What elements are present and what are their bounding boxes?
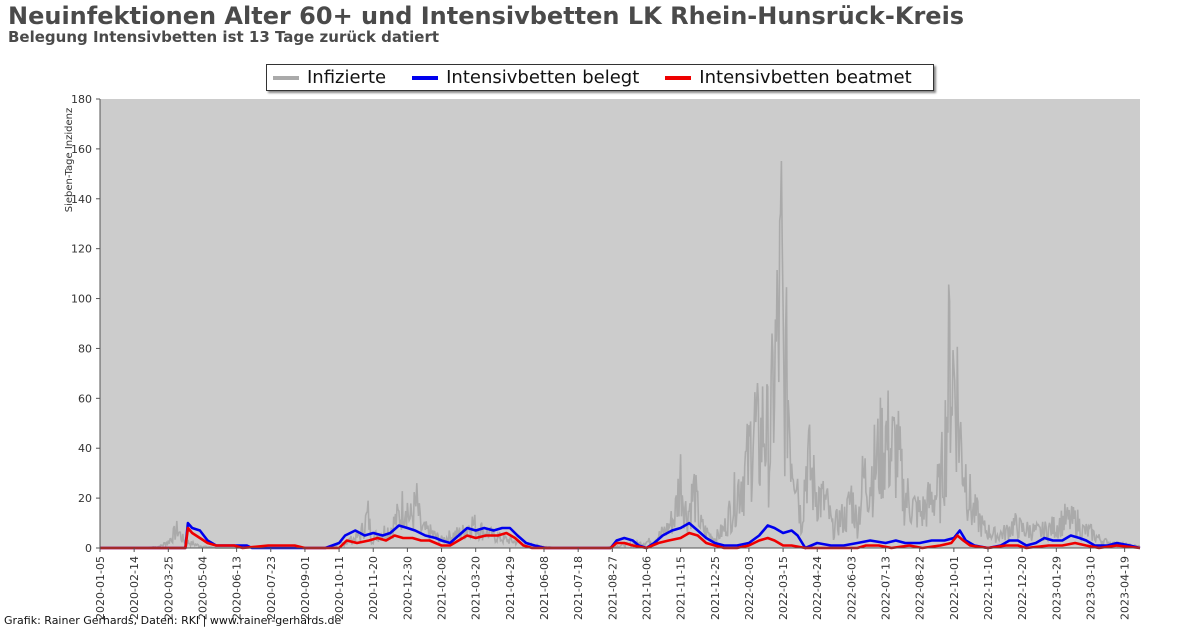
x-tick-label: 2020-06-13 (231, 556, 244, 620)
y-axis-label: Sieben-Tage Inzidenz (64, 108, 75, 212)
x-tick-label: 2022-08-22 (914, 556, 927, 620)
legend-swatch-belegt (412, 75, 439, 80)
x-tick-label: 2023-04-19 (1119, 556, 1132, 620)
y-tick-label: 160 (71, 143, 92, 156)
x-tick-label: 2022-03-15 (777, 556, 790, 620)
legend-swatch-infizierte (273, 75, 299, 80)
y-tick-label: 80 (78, 342, 92, 355)
x-tick-label: 2020-11-20 (367, 556, 380, 620)
axes-layer: 0 20 40 60 80 100 120 140 160 180 2020-01-05 2020-0… (71, 93, 1140, 620)
x-tick-label: 2023-03-10 (1084, 556, 1097, 620)
footer-credit: Grafik: Rainer Gerhards, Daten: RKI | ww… (4, 614, 342, 627)
legend-label-infizierte: Infizierte (307, 67, 387, 88)
y-tick-label: 60 (78, 392, 92, 405)
x-tick-label: 2020-10-11 (333, 556, 346, 620)
x-tick-label: 2020-02-14 (128, 556, 141, 620)
x-tick-label: 2022-04-24 (811, 556, 824, 620)
plot-area (100, 99, 1140, 548)
legend-item-infizierte: Infizierte (273, 67, 386, 88)
y-tick-label: 20 (78, 492, 92, 505)
x-tick-label: 2020-07-23 (265, 556, 278, 620)
x-tick-label: 2021-12-25 (709, 556, 722, 620)
x-tick-label: 2020-03-25 (162, 556, 175, 620)
x-tick-label: 2021-06-08 (538, 556, 551, 620)
x-tick-label: 2021-04-29 (504, 556, 517, 620)
x-tick-label: 2020-12-30 (401, 556, 414, 620)
x-tick-label: 2021-10-06 (640, 556, 653, 620)
x-tick-label: 2020-01-05 (94, 556, 107, 620)
x-tick-label: 2021-08-27 (606, 556, 619, 620)
x-tick-label: 2021-03-20 (470, 556, 483, 620)
x-tick-label: 2020-09-01 (299, 556, 312, 620)
legend-swatch-beatmet (665, 75, 692, 80)
x-tick-label: 2021-11-15 (675, 556, 688, 620)
legend-label-belegt: Intensivbetten belegt (446, 67, 640, 88)
x-tick-label: 2022-02-03 (743, 556, 756, 620)
y-tick-label: 0 (85, 542, 92, 555)
x-tick-label: 2021-07-18 (572, 556, 585, 620)
legend-item-beatmet: Intensivbetten beatmet (665, 67, 912, 88)
y-tick-label: 40 (78, 442, 92, 455)
y-tick-label: 180 (71, 93, 92, 106)
x-tick-label: 2022-10-01 (948, 556, 961, 620)
x-tick-label: 2022-07-13 (880, 556, 893, 620)
legend: Infizierte Intensivbetten belegt Intensi… (266, 64, 934, 91)
chart-title: Neuinfektionen Alter 60+ und Intensivbet… (8, 2, 965, 30)
x-tick-label: 2020-05-04 (196, 556, 209, 620)
legend-label-beatmet: Intensivbetten beatmet (699, 67, 912, 88)
chart-subtitle: Belegung Intensivbetten ist 13 Tage zurü… (8, 28, 440, 46)
x-tick-label: 2021-02-08 (436, 556, 449, 620)
x-tick-label: 2022-12-20 (1016, 556, 1029, 620)
legend-item-belegt: Intensivbetten belegt (412, 67, 639, 88)
y-tick-label: 140 (71, 193, 92, 206)
y-tick-label: 120 (71, 243, 92, 256)
x-tick-label: 2022-11-10 (982, 556, 995, 620)
x-tick-label: 2023-01-29 (1050, 556, 1063, 620)
x-tick-label: 2022-06-03 (845, 556, 858, 620)
y-tick-label: 100 (71, 293, 92, 306)
